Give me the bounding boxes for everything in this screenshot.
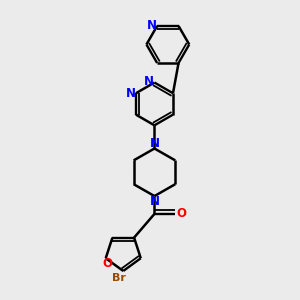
Text: N: N: [126, 87, 136, 100]
Text: O: O: [102, 257, 112, 270]
Text: N: N: [147, 19, 157, 32]
Text: N: N: [144, 75, 154, 88]
Text: N: N: [149, 137, 160, 150]
Text: O: O: [177, 207, 187, 220]
Text: N: N: [149, 195, 160, 208]
Text: Br: Br: [112, 272, 126, 283]
